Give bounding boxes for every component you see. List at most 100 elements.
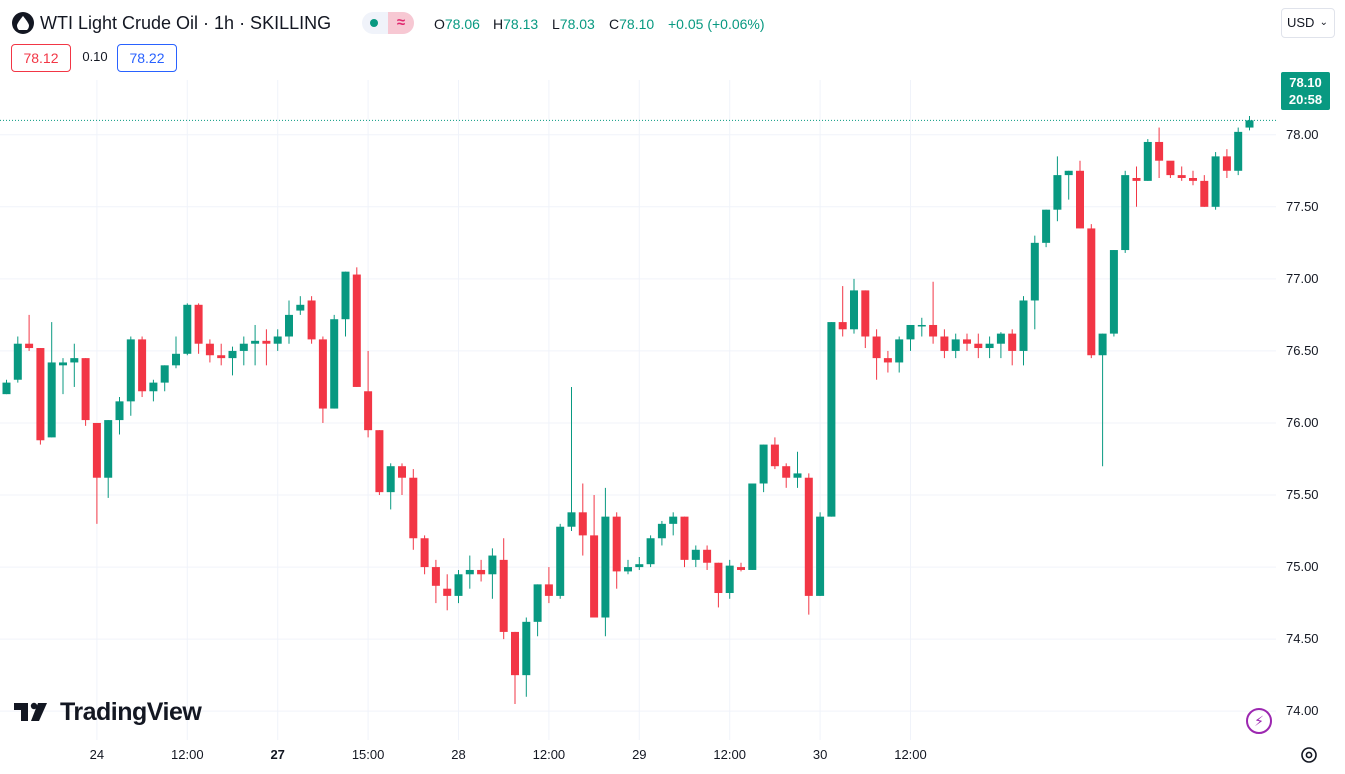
candle-body: [1143, 141, 1152, 181]
candle: [691, 545, 700, 568]
candle: [307, 296, 316, 344]
candle: [850, 278, 858, 334]
candle: [816, 512, 825, 596]
candle-body: [522, 621, 531, 676]
candle-body: [318, 339, 327, 409]
candle: [443, 574, 452, 611]
candle-body: [940, 336, 949, 351]
candle: [488, 548, 497, 599]
candle-body: [205, 343, 214, 356]
candle: [974, 333, 983, 359]
candle: [341, 271, 350, 337]
candle-body: [1053, 175, 1062, 210]
currency-select[interactable]: USD ⌄: [1281, 8, 1335, 38]
candle-body: [92, 422, 101, 478]
candle: [872, 329, 881, 380]
candle: [1053, 156, 1062, 222]
candle-body: [511, 631, 519, 676]
candle: [556, 523, 565, 599]
candle: [104, 420, 113, 498]
candle-body: [104, 420, 113, 478]
candle: [1030, 235, 1039, 330]
candle: [578, 483, 587, 556]
candle: [1019, 296, 1028, 366]
candle: [895, 336, 904, 373]
candle: [1042, 209, 1051, 248]
candle: [194, 303, 203, 354]
price-axis-label: 77.50: [1286, 198, 1319, 214]
candle: [375, 430, 384, 496]
candle-body: [138, 339, 147, 392]
sell-price-button[interactable]: 78.12: [11, 44, 71, 72]
candle-body: [465, 569, 474, 575]
candle-body: [70, 358, 79, 363]
last-price-label: 78.10 20:58: [1281, 72, 1330, 110]
tradingview-logo[interactable]: TradingView: [14, 698, 202, 726]
time-axis-label: 24: [89, 747, 105, 762]
market-status-pill[interactable]: ≈: [362, 12, 414, 34]
candle-body: [330, 319, 339, 409]
candle-body: [194, 304, 203, 344]
gear-icon[interactable]: [1298, 744, 1320, 766]
candle: [1234, 127, 1243, 176]
lightning-icon[interactable]: ⚡: [1246, 708, 1272, 734]
candle-body: [1189, 177, 1197, 181]
time-axis-label: 15:00: [351, 747, 385, 762]
candle-body: [1132, 177, 1141, 181]
candle-body: [1222, 156, 1231, 171]
chart-header: WTI Light Crude Oil · 1h · SKILLING ≈ O7…: [0, 0, 1345, 80]
candle-body: [160, 365, 169, 383]
candle: [669, 512, 678, 536]
time-axis-label: 12:00: [894, 747, 927, 762]
symbol-title[interactable]: WTI Light Crude Oil · 1h · SKILLING: [40, 13, 332, 33]
candle-body: [499, 559, 508, 632]
candle: [985, 336, 994, 359]
candle: [827, 322, 836, 517]
candle-body: [1008, 333, 1017, 351]
candle-body: [770, 444, 779, 467]
candle-body: [544, 584, 553, 596]
candle-body: [725, 565, 734, 594]
price-axis-label: 75.50: [1286, 487, 1319, 503]
candle: [1064, 170, 1073, 200]
candle-body: [1245, 120, 1254, 128]
candle: [115, 397, 124, 435]
candle-body: [1211, 156, 1220, 207]
candle: [205, 339, 214, 363]
candle: [1189, 170, 1197, 186]
drop-icon[interactable]: [12, 12, 34, 34]
candle: [126, 336, 135, 416]
candle: [1087, 224, 1096, 359]
candle: [770, 437, 779, 470]
ohlc-open: O78.06: [434, 16, 480, 32]
spread-value: 0.10: [82, 49, 108, 64]
buy-price-button[interactable]: 78.22: [117, 44, 177, 72]
time-axis-label: 12:00: [713, 747, 746, 762]
candle-body: [251, 340, 260, 344]
candle-body: [669, 516, 678, 524]
candle: [725, 559, 734, 599]
candle: [748, 483, 757, 570]
candle-body: [217, 355, 226, 359]
chevron-down-icon: ⌄: [1319, 17, 1328, 28]
candle: [2, 379, 11, 395]
candle-body: [578, 512, 587, 536]
candle-body: [601, 516, 610, 618]
candle: [917, 317, 926, 337]
candle: [398, 463, 406, 496]
candle-body: [25, 343, 34, 349]
candle: [1245, 116, 1254, 131]
candle: [330, 314, 339, 409]
candle: [13, 336, 22, 383]
candle-body: [951, 339, 960, 351]
candle-body: [431, 567, 440, 586]
candle-body: [533, 584, 542, 622]
candle: [804, 473, 813, 615]
candle: [1211, 152, 1220, 210]
candle: [703, 545, 712, 570]
candle: [431, 559, 440, 604]
candle-body: [285, 314, 293, 337]
candle: [906, 324, 915, 351]
last-price-value: 78.10: [1289, 75, 1322, 90]
